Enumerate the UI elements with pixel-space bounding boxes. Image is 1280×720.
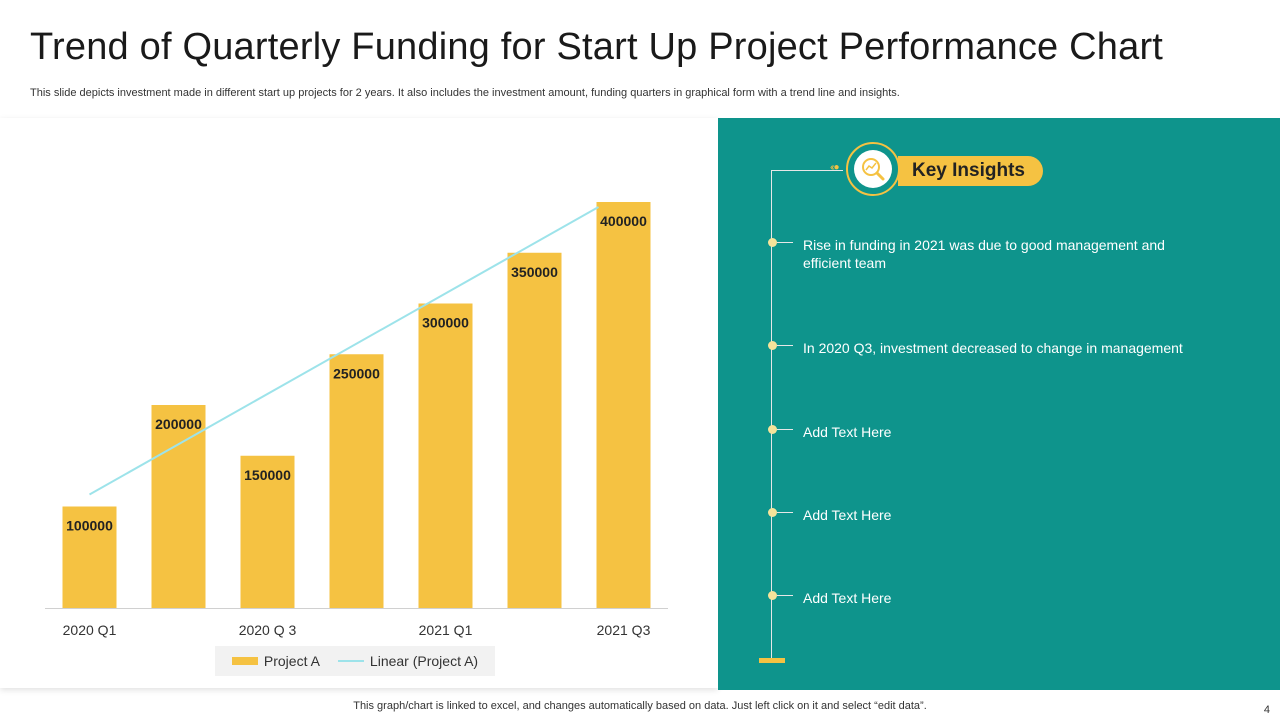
x-tick-label: 2021 Q3: [597, 622, 651, 638]
bar-2020-q4: [329, 354, 384, 608]
timeline-dot: [768, 425, 777, 434]
timeline-dot: [768, 341, 777, 350]
data-label: 350000: [511, 264, 558, 280]
page-subtitle: This slide depicts investment made in di…: [30, 87, 900, 99]
insight-item-4: Add Text Here: [768, 506, 1193, 524]
timeline-line: [771, 170, 772, 660]
insights-panel: ‹‹ ● Key Insights Rise in funding in 202…: [718, 118, 1280, 690]
insight-item-1: Rise in funding in 2021 was due to good …: [768, 236, 1193, 272]
insight-text: Rise in funding in 2021 was due to good …: [803, 237, 1165, 271]
data-label: 300000: [422, 315, 469, 331]
insight-item-2: In 2020 Q3, investment decreased to chan…: [768, 339, 1193, 357]
data-label: 200000: [155, 416, 202, 432]
timeline-dot: [768, 591, 777, 600]
insight-item-5: Add Text Here: [768, 589, 1193, 607]
insight-item-3: Add Text Here: [768, 423, 1193, 441]
bar-2020-q2: [151, 405, 206, 608]
chart-container[interactable]: 100000 200000 150000 250000 300000 350000 4000…: [0, 118, 718, 688]
x-tick-label: 2020 Q 3: [239, 622, 297, 638]
timeline-connector: [771, 170, 843, 171]
legend-bar-swatch: [231, 657, 258, 665]
insights-badge: [846, 142, 900, 196]
bar-2021-q3: [596, 202, 651, 608]
insight-text: Add Text Here: [803, 424, 892, 440]
chevron-left-icon: ‹‹ ●: [830, 162, 840, 173]
insight-text: Add Text Here: [803, 590, 892, 606]
bar-2020-q1: [62, 506, 117, 608]
insight-text: Add Text Here: [803, 507, 892, 523]
chart-magnifier-icon: [854, 150, 892, 188]
data-label: 100000: [66, 518, 113, 534]
bar-2021-q1: [418, 303, 473, 608]
bar-2021-q2: [507, 252, 562, 608]
insights-header: Key Insights: [898, 156, 1043, 186]
insight-text: In 2020 Q3, investment decreased to chan…: [803, 340, 1183, 356]
bar-chart: 100000 200000 150000 250000 300000 350000 4000…: [45, 202, 668, 638]
page-title: Trend of Quarterly Funding for Start Up …: [30, 26, 1164, 68]
x-tick-label: 2020 Q1: [63, 622, 117, 638]
timeline-dot: [768, 238, 777, 247]
legend-line-label: Linear (Project A): [369, 653, 479, 669]
legend-line-swatch: [337, 660, 364, 662]
footer-note: This graph/chart is linked to excel, and…: [353, 700, 927, 712]
page-number: 4: [1263, 704, 1270, 716]
legend-item-bar: Project A: [231, 653, 320, 669]
chart-legend: Project A Linear (Project A): [215, 646, 495, 676]
data-label: 250000: [333, 365, 380, 381]
bar-2020-q-3: [240, 455, 295, 608]
data-label: 150000: [244, 467, 291, 483]
trendline: [89, 206, 599, 496]
timeline-dot: [768, 508, 777, 517]
timeline-base: [759, 658, 785, 663]
legend-item-line: Linear (Project A): [337, 653, 479, 669]
x-tick-label: 2021 Q1: [419, 622, 473, 638]
data-label: 400000: [600, 213, 647, 229]
legend-bar-label: Project A: [263, 653, 320, 669]
